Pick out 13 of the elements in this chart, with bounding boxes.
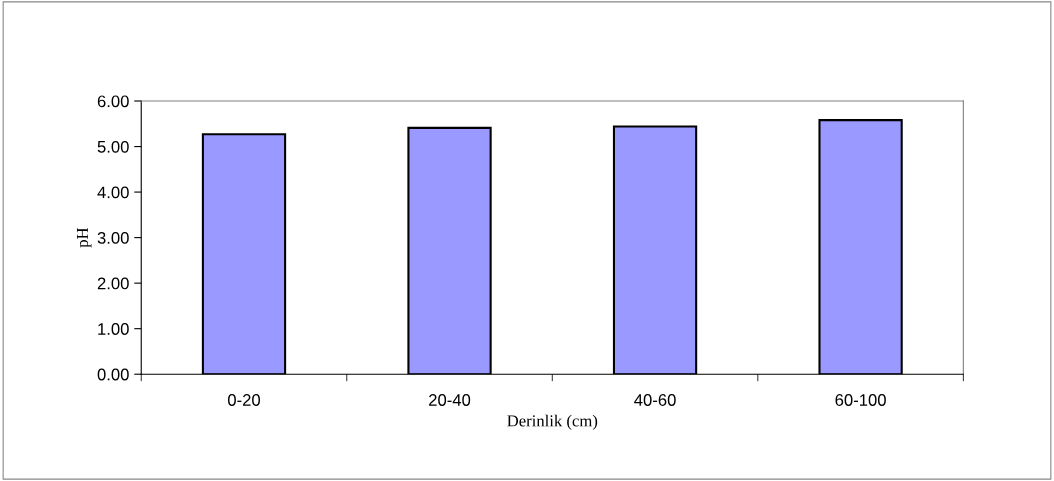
x-tick-label: 0-20	[227, 394, 261, 406]
y-tick-label: 4.00	[97, 186, 129, 199]
y-tick-label: 0.00	[97, 368, 129, 381]
y-tick-label: 6.00	[97, 95, 129, 108]
x-tick-label: 40-60	[634, 394, 676, 406]
x-axis-title: Derinlik (cm)	[507, 414, 598, 430]
y-axis-title: pH	[76, 227, 92, 248]
y-tick-label: 1.00	[98, 323, 129, 335]
x-tick-label: 20-40	[429, 394, 471, 406]
y-tick-label: 5.00	[97, 140, 129, 153]
y-tick-label: 2.00	[97, 277, 129, 290]
x-tick-label: 60-100	[835, 394, 886, 406]
y-tick-label: 3.00	[97, 232, 129, 244]
